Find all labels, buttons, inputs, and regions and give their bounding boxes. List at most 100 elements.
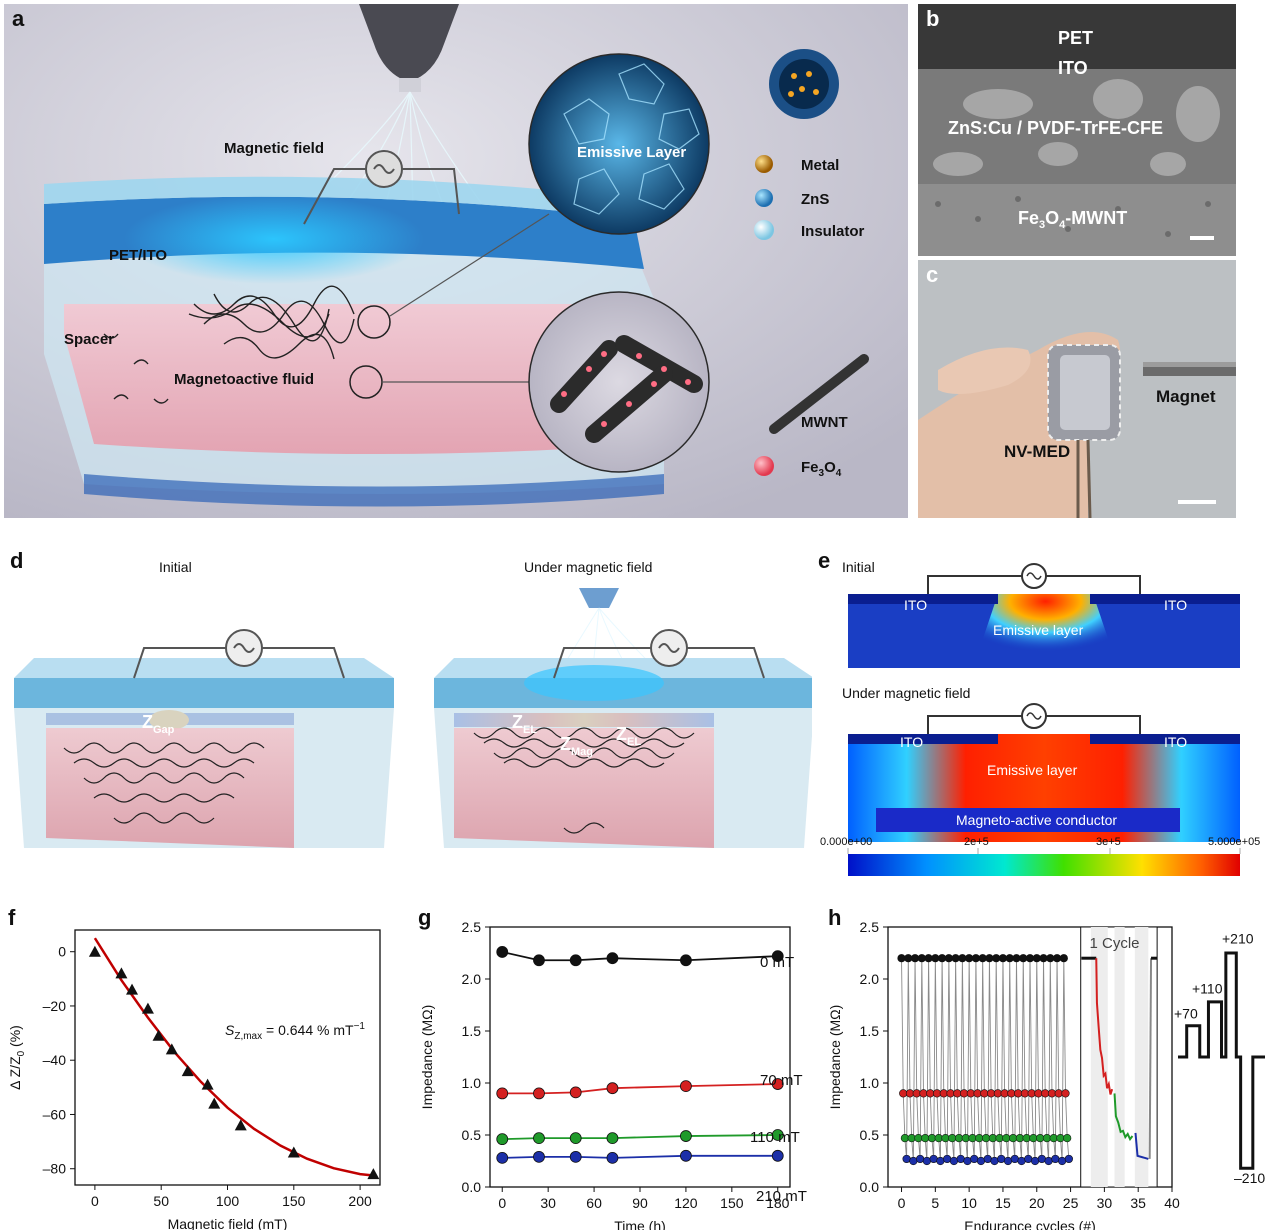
cycle-point	[1020, 1089, 1030, 1098]
field-step-label: +110	[1192, 981, 1223, 997]
x-tick-label: 100	[216, 1193, 240, 1209]
cycle-point	[980, 1089, 989, 1098]
cycle-point	[988, 1134, 997, 1143]
cycle-point	[917, 954, 926, 963]
series-point	[533, 1150, 545, 1163]
cycle-point	[1014, 1089, 1023, 1098]
data-point	[181, 1065, 194, 1077]
data-point	[126, 983, 139, 995]
cycle-point	[922, 1156, 931, 1166]
cycle-point	[1002, 1134, 1011, 1143]
y-tick-label: 2.5	[860, 919, 880, 935]
cycle-point	[992, 954, 1001, 963]
cycle-point	[926, 1089, 935, 1098]
y-tick-label: 0.5	[462, 1127, 482, 1143]
cycle-point	[954, 1134, 964, 1143]
cycle-point	[1064, 1154, 1073, 1164]
x-tick-label: 5	[931, 1195, 939, 1211]
panel-label-f: f	[8, 905, 16, 930]
device-under-field: ZEL ZMag ZEL	[434, 588, 812, 848]
panel-label-c: c	[926, 262, 939, 287]
field-step-profile	[1178, 951, 1265, 1170]
x-tick-label: 30	[540, 1195, 556, 1211]
emissive-initial: Emissive layer	[993, 622, 1084, 638]
cycle-point	[951, 954, 960, 963]
data-point	[165, 1043, 178, 1055]
panel-label-g: g	[418, 905, 432, 930]
cycle-point	[953, 1089, 962, 1098]
panel-d-illustrations: ZGap ZEL	[14, 559, 812, 848]
inset-title: 1 Cycle	[1090, 935, 1140, 952]
cycle-point	[963, 1156, 972, 1166]
cycle-point	[912, 1089, 921, 1098]
cycle-point	[985, 954, 994, 963]
cycle-point	[1046, 954, 1055, 963]
cycle-point	[1010, 1154, 1019, 1164]
cycle-point	[900, 1134, 910, 1143]
cycle-point	[971, 954, 981, 963]
cycle-point	[897, 954, 906, 963]
inset-trace-70	[1095, 958, 1114, 1095]
cycle-point	[914, 1134, 923, 1143]
cycle-point	[931, 954, 940, 963]
cycle-point	[1003, 1156, 1013, 1166]
inset-trace-210	[1134, 1132, 1149, 1160]
series-point	[569, 1150, 582, 1163]
series-point	[533, 954, 545, 967]
x-tick-label: 20	[1029, 1195, 1045, 1211]
cycle-point	[924, 954, 933, 963]
cycle-point	[956, 1154, 965, 1164]
panel-a: Magnetic field PET/ITO Spacer Magnetoact…	[4, 4, 908, 518]
cycle-point	[1015, 1134, 1024, 1143]
x-axis-label: Time (h)	[614, 1218, 666, 1230]
panel-label-a: a	[12, 6, 25, 31]
ito-left-under: ITO	[900, 734, 923, 750]
cycle-point	[1027, 1089, 1036, 1098]
series-point	[569, 1132, 582, 1145]
panel-h: 0 5 10 15 20 25 30 35 40 0.0 0.5 1.0 1.5 2.0 2.5 Endura…	[820, 905, 1271, 1230]
device-label: NV-MED	[1004, 442, 1070, 461]
chart-g: 0 30 60 90 120 150 180 0.0 0.5 1.0 1.5 2.0 2.5 Time (…	[419, 919, 807, 1230]
y-tick-label: –80	[43, 1161, 67, 1177]
series-point	[606, 1151, 619, 1164]
conductor-label: Magneto-active conductor	[956, 812, 1117, 828]
pet-ito-label: PET/ITO	[109, 247, 167, 264]
x-tick-label: 120	[674, 1195, 698, 1211]
data-point	[201, 1078, 214, 1090]
x-tick-label: 10	[961, 1195, 977, 1211]
y-axis-label: Impedance (MΩ)	[827, 1005, 843, 1110]
cycle-point	[1034, 1089, 1043, 1098]
emissive-under: Emissive layer	[987, 762, 1078, 778]
cycle-point	[936, 1156, 945, 1166]
cycle-point	[921, 1134, 930, 1143]
e-initial-title: Initial	[842, 559, 875, 575]
pet-layer-label: PET	[1058, 28, 1093, 48]
cycle-point	[1052, 954, 1062, 963]
series-label: 210 mT	[756, 1188, 807, 1205]
z-el-left-label: ZEL	[512, 712, 537, 736]
panel-c: Magnet NV-MED c	[918, 260, 1236, 518]
cycle-point	[1059, 954, 1068, 963]
x-tick-label: 40	[1164, 1195, 1180, 1211]
cycle-point	[1054, 1089, 1063, 1098]
series-point	[606, 1082, 619, 1095]
cycle-point	[966, 1089, 975, 1098]
cycle-point	[934, 1134, 943, 1143]
data-point	[152, 1029, 165, 1041]
series-label: 110 mT	[750, 1129, 800, 1146]
chart-f: 0 50 100 150 200 0 –20 –40 –60 –80 Magnetic field …	[7, 929, 381, 1230]
series-point	[771, 1149, 784, 1162]
cycle-point	[987, 1089, 996, 1098]
cycle-point	[902, 1154, 911, 1164]
cycle-point	[965, 954, 974, 963]
cycle-point	[927, 1134, 937, 1143]
series-line-0	[502, 951, 778, 962]
y-tick-label: 2.0	[462, 971, 482, 987]
mwnt-label: MWNT	[801, 414, 848, 431]
scale-tick-2: 3e+5	[1096, 836, 1121, 848]
series-point	[680, 1080, 692, 1093]
cycle-point	[997, 1154, 1006, 1164]
cycle-point	[1051, 1154, 1060, 1164]
panel-g: 0 30 60 90 120 150 180 0.0 0.5 1.0 1.5 2.0 2.5 Time (…	[410, 905, 820, 1230]
series-point	[569, 1086, 582, 1099]
